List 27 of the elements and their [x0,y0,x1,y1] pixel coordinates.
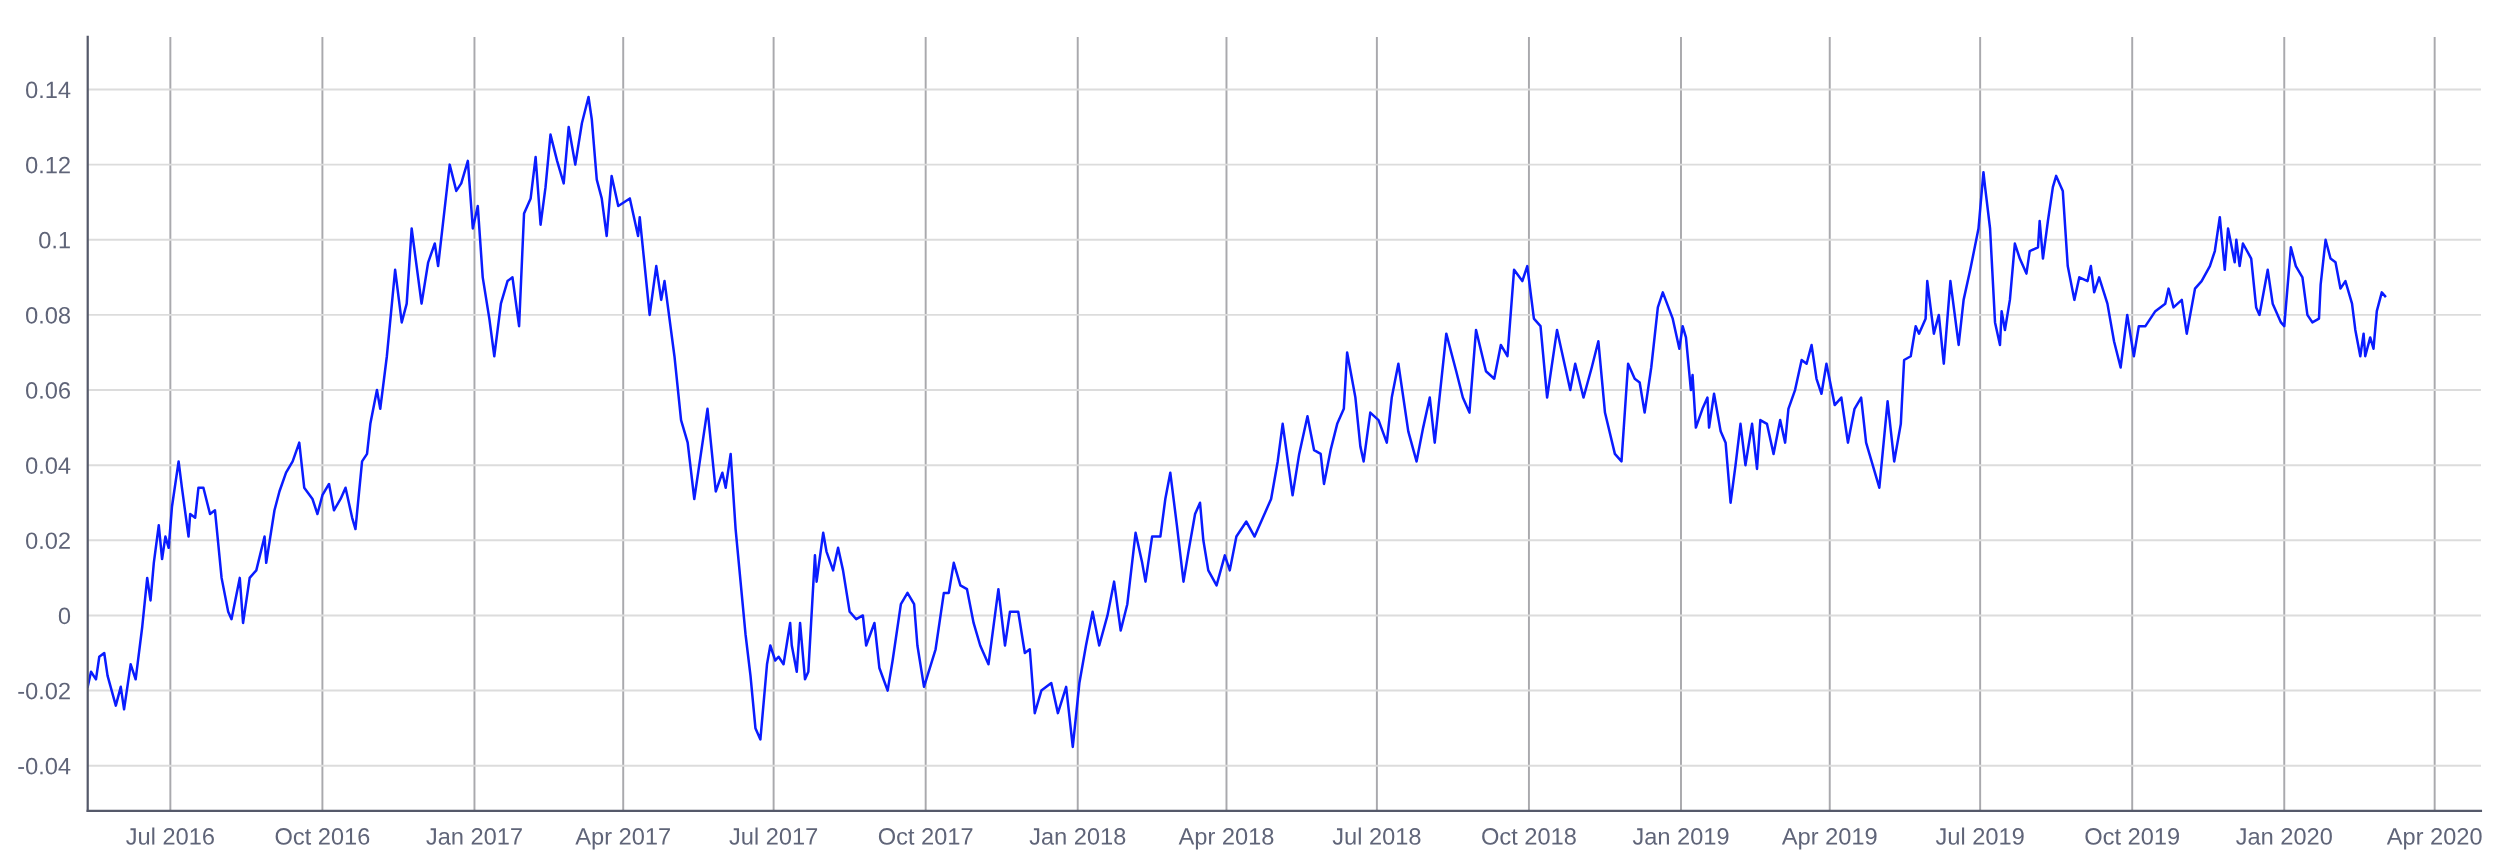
x-tick-label: Apr 2019 [1781,828,1877,850]
y-tick-label: 0.06 [26,382,71,399]
line-series [87,95,2387,749]
x-tick-label: Oct 2017 [878,828,973,845]
x-tick-label: Jul 2018 [1332,827,1421,845]
x-tick-label: Jul 2017 [729,827,818,845]
x-tick-label: Jul 2016 [126,827,214,845]
x-tick-label: Apr 2017 [575,828,670,850]
y-tick-label: -0.04 [18,757,71,775]
y-tick-label: 0 [58,607,71,625]
x-tick-label: Jul 2019 [1935,827,2024,845]
x-tick-label: Jan 2019 [1632,828,1729,845]
x-tick-label: Apr 2018 [1178,828,1274,850]
y-tick-label: 0.14 [26,81,71,99]
x-tick-label: Oct 2019 [2085,828,2179,845]
y-tick-label: 0.08 [26,306,71,324]
y-tick-label: 0.02 [26,532,70,550]
x-tick-label: Jan 2018 [1029,828,1126,845]
x-tick-label: Oct 2018 [1482,828,1576,845]
x-tick-label: Oct 2016 [275,828,370,845]
x-tick-label: Jan 2020 [2236,828,2332,845]
x-tick-label: Jan 2017 [426,828,522,845]
x-tick-label: Apr 2020 [2386,828,2482,850]
y-tick-label: 0.1 [39,231,70,249]
y-tick-label: -0.02 [18,682,70,700]
y-tick-label: 0.04 [26,457,71,474]
y-tick-label: 0.12 [26,156,70,174]
